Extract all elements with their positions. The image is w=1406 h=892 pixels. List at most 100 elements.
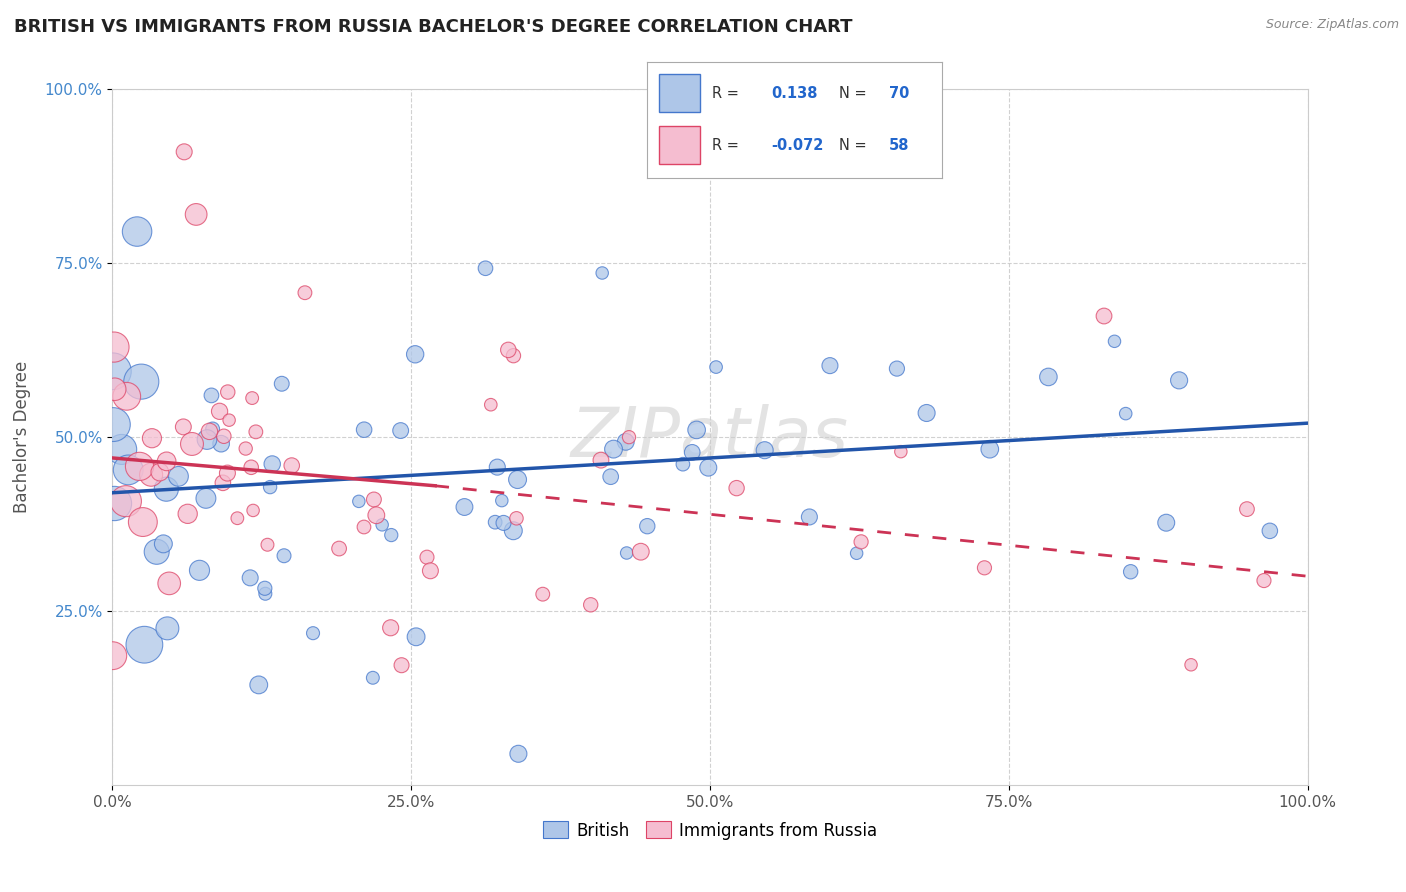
Point	[1092, 309, 1115, 323]
Point	[217, 466, 239, 480]
Point	[915, 406, 938, 420]
Point	[453, 500, 475, 514]
Point	[591, 266, 613, 280]
Point	[209, 436, 232, 450]
Point	[1180, 657, 1202, 672]
Point	[979, 442, 1001, 457]
Point	[491, 493, 513, 508]
Point	[484, 515, 506, 529]
Point	[188, 563, 211, 577]
Point	[111, 442, 134, 457]
Point	[672, 457, 695, 471]
Point	[262, 457, 284, 471]
Point	[630, 545, 652, 559]
Point	[380, 621, 402, 635]
Point	[818, 359, 841, 373]
Point	[212, 475, 235, 490]
Text: 0.138: 0.138	[770, 87, 817, 102]
Point	[270, 376, 292, 391]
Point	[141, 431, 163, 445]
Point	[1119, 565, 1142, 579]
Point	[167, 469, 190, 483]
Point	[474, 261, 496, 276]
Point	[157, 576, 180, 591]
Point	[103, 417, 125, 432]
Point	[245, 425, 267, 439]
Point	[1258, 524, 1281, 538]
Point	[391, 658, 413, 673]
Point	[502, 524, 524, 538]
Point	[242, 503, 264, 517]
Point	[589, 453, 612, 467]
Point	[1104, 334, 1126, 349]
Text: 58: 58	[889, 138, 910, 153]
Text: ZIPatlas: ZIPatlas	[571, 403, 849, 471]
Point	[486, 460, 509, 475]
Point	[579, 598, 602, 612]
Point	[697, 460, 720, 475]
Point	[505, 511, 527, 525]
Point	[890, 444, 912, 458]
Point	[254, 587, 277, 601]
Point	[200, 388, 222, 402]
Point	[799, 510, 821, 524]
Point	[754, 443, 776, 458]
Text: Source: ZipAtlas.com: Source: ZipAtlas.com	[1265, 18, 1399, 31]
Point	[419, 564, 441, 578]
Point	[599, 469, 621, 483]
Point	[704, 360, 727, 375]
Point	[1038, 370, 1060, 384]
Point	[117, 463, 139, 477]
Point	[479, 398, 502, 412]
Point	[115, 494, 138, 508]
Point	[240, 391, 263, 405]
Point	[125, 225, 148, 239]
Point	[492, 516, 515, 530]
Point	[218, 413, 240, 427]
Text: 70: 70	[889, 87, 910, 102]
Point	[1253, 574, 1275, 588]
Point	[155, 454, 177, 468]
Point	[152, 537, 174, 551]
Point	[101, 648, 124, 663]
Point	[1168, 373, 1191, 387]
Point	[103, 340, 125, 354]
Point	[616, 546, 638, 560]
Point	[416, 550, 439, 565]
Point	[103, 496, 125, 510]
Point	[636, 519, 658, 533]
Point	[371, 517, 394, 532]
Point	[149, 465, 172, 479]
Point	[176, 507, 198, 521]
Point	[1115, 407, 1137, 421]
Point	[259, 480, 281, 494]
Point	[239, 571, 262, 585]
Point	[256, 538, 278, 552]
Point	[405, 630, 427, 644]
Point	[145, 545, 167, 559]
Point	[353, 520, 375, 534]
Point	[253, 582, 276, 596]
Point	[389, 424, 412, 438]
Text: R =: R =	[711, 138, 738, 153]
Point	[198, 425, 221, 439]
Point	[172, 420, 194, 434]
Point	[132, 515, 155, 529]
Point	[685, 423, 707, 437]
Text: R =: R =	[711, 87, 738, 102]
Text: BRITISH VS IMMIGRANTS FROM RUSSIA BACHELOR'S DEGREE CORRELATION CHART: BRITISH VS IMMIGRANTS FROM RUSSIA BACHEL…	[14, 18, 852, 36]
Point	[115, 389, 138, 403]
Point	[104, 382, 127, 396]
Point	[139, 467, 162, 482]
Point	[361, 671, 384, 685]
Point	[614, 434, 637, 449]
Point	[502, 349, 524, 363]
Text: N =: N =	[839, 138, 866, 153]
Point	[201, 422, 224, 436]
Point	[273, 549, 295, 563]
Point	[886, 361, 908, 376]
Bar	[658, 74, 700, 112]
Point	[1236, 502, 1258, 516]
Point	[498, 343, 520, 357]
Point	[531, 587, 554, 601]
